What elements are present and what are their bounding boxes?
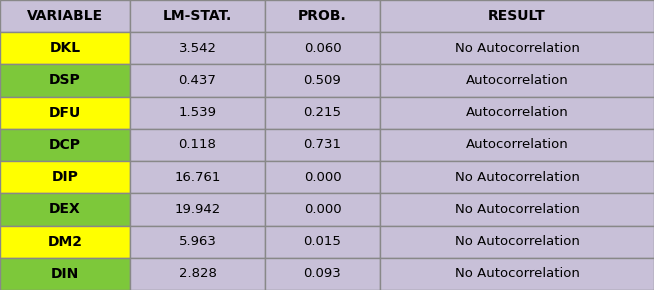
Text: No Autocorrelation: No Autocorrelation [455,171,579,184]
Bar [265,258,380,290]
Text: 1.539: 1.539 [179,106,216,119]
Bar [265,0,380,32]
Bar [0,32,130,64]
Text: LM-STAT.: LM-STAT. [163,9,232,23]
Bar [380,193,654,226]
Text: 0.215: 0.215 [303,106,341,119]
Bar [380,97,654,129]
Bar [265,97,380,129]
Bar [0,0,130,32]
Text: Autocorrelation: Autocorrelation [466,106,568,119]
Text: DKL: DKL [50,41,80,55]
Bar [0,193,130,226]
Bar [0,129,130,161]
Bar [130,258,265,290]
Bar [0,258,130,290]
Bar [380,226,654,258]
Text: 0.509: 0.509 [303,74,341,87]
Text: 19.942: 19.942 [175,203,220,216]
Bar [265,161,380,193]
Bar [130,161,265,193]
Text: DSP: DSP [49,73,81,87]
Text: 0.000: 0.000 [303,203,341,216]
Bar [380,258,654,290]
Bar [0,226,130,258]
Bar [265,226,380,258]
Text: DEX: DEX [49,202,81,216]
Text: No Autocorrelation: No Autocorrelation [455,235,579,248]
Text: 0.015: 0.015 [303,235,341,248]
Text: Autocorrelation: Autocorrelation [466,74,568,87]
Text: Autocorrelation: Autocorrelation [466,138,568,151]
Text: No Autocorrelation: No Autocorrelation [455,203,579,216]
Text: 0.000: 0.000 [303,171,341,184]
Text: DM2: DM2 [48,235,82,249]
Text: 0.437: 0.437 [179,74,216,87]
Bar [380,0,654,32]
Text: DFU: DFU [49,106,81,119]
Text: 2.828: 2.828 [179,267,216,280]
Text: DCP: DCP [49,138,81,152]
Bar [130,129,265,161]
Bar [130,0,265,32]
Text: 5.963: 5.963 [179,235,216,248]
Text: RESULT: RESULT [488,9,546,23]
Bar [130,193,265,226]
Bar [265,64,380,97]
Bar [0,64,130,97]
Text: 0.093: 0.093 [303,267,341,280]
Text: 3.542: 3.542 [179,42,216,55]
Bar [380,32,654,64]
Text: 0.060: 0.060 [303,42,341,55]
Bar [130,97,265,129]
Bar [130,226,265,258]
Bar [265,193,380,226]
Text: No Autocorrelation: No Autocorrelation [455,42,579,55]
Bar [380,161,654,193]
Text: PROB.: PROB. [298,9,347,23]
Bar [380,64,654,97]
Bar [0,161,130,193]
Bar [0,97,130,129]
Bar [265,32,380,64]
Text: 16.761: 16.761 [175,171,220,184]
Text: VARIABLE: VARIABLE [27,9,103,23]
Bar [130,64,265,97]
Bar [380,129,654,161]
Text: 0.731: 0.731 [303,138,341,151]
Text: 0.118: 0.118 [179,138,216,151]
Bar [265,129,380,161]
Text: No Autocorrelation: No Autocorrelation [455,267,579,280]
Text: DIN: DIN [51,267,79,281]
Bar [130,32,265,64]
Text: DIP: DIP [52,170,78,184]
